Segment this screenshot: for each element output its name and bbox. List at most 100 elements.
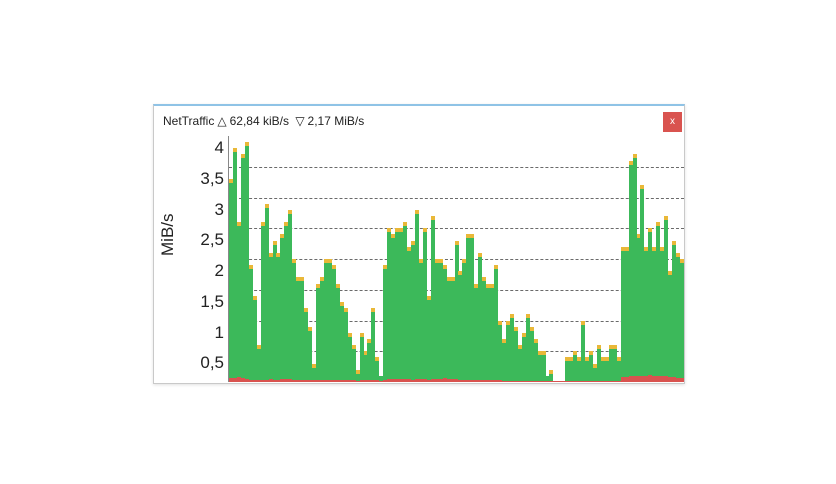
download-bar xyxy=(573,351,578,382)
upload-bar xyxy=(248,379,253,382)
download-bar xyxy=(648,228,653,382)
download-bar xyxy=(450,277,455,382)
upload-bar xyxy=(367,380,372,382)
upload-bar xyxy=(383,379,388,382)
download-triangle-icon: ▽ xyxy=(295,114,305,128)
upload-bar xyxy=(676,377,681,382)
upload-bar xyxy=(312,380,317,382)
y-tick-label: 2,5 xyxy=(200,230,224,250)
upload-bar xyxy=(490,380,495,382)
upload-bar xyxy=(648,375,653,382)
download-bar xyxy=(327,259,332,382)
y-tick-label: 0,5 xyxy=(200,353,224,373)
upload-bar xyxy=(430,378,435,382)
download-bar xyxy=(624,246,629,382)
upload-bar xyxy=(573,380,578,382)
download-bar xyxy=(268,252,273,382)
download-bar xyxy=(312,363,317,382)
download-bar xyxy=(411,240,415,382)
upload-bar xyxy=(565,380,570,382)
download-bar xyxy=(320,277,324,382)
upload-bar xyxy=(628,376,633,382)
download-bar xyxy=(525,314,530,382)
upload-bar xyxy=(347,380,352,382)
download-bar xyxy=(513,326,518,382)
download-bar xyxy=(323,259,328,382)
upload-bar xyxy=(395,378,400,382)
download-bar xyxy=(387,228,392,382)
upload-bar xyxy=(244,378,249,382)
download-bar xyxy=(367,338,372,382)
download-bar xyxy=(490,283,495,382)
download-bar xyxy=(502,338,506,382)
upload-bar xyxy=(509,380,514,382)
y-tick-label: 1,5 xyxy=(200,291,224,311)
upload-bar xyxy=(561,380,566,382)
upload-bar xyxy=(640,376,645,382)
upload-bar xyxy=(426,379,431,382)
upload-bar xyxy=(422,378,427,382)
upload-bar xyxy=(339,380,344,382)
upload-bar xyxy=(537,380,542,382)
download-bar xyxy=(438,259,443,382)
upload-bar xyxy=(335,380,340,382)
download-bar xyxy=(549,369,554,382)
upload-bar xyxy=(541,380,546,382)
download-bar xyxy=(517,345,522,382)
download-bar xyxy=(280,234,285,382)
download-bar xyxy=(537,351,542,382)
upload-bar xyxy=(672,377,677,382)
upload-bar xyxy=(604,380,609,382)
title-bar[interactable]: NetTraffic △ 62,84 kiB/s ▽ 2,17 MiB/s x xyxy=(154,106,684,134)
upload-bar xyxy=(600,380,605,382)
download-bar xyxy=(596,345,601,382)
upload-bar xyxy=(608,380,613,382)
download-bar xyxy=(430,215,435,382)
upload-bar xyxy=(371,380,376,382)
download-bar xyxy=(407,246,412,382)
upload-bar xyxy=(355,380,360,382)
upload-bar xyxy=(517,380,522,382)
upload-bar xyxy=(442,378,447,382)
upload-bar xyxy=(664,376,669,382)
download-bar xyxy=(660,246,665,382)
upload-bar xyxy=(411,379,415,382)
upload-bar xyxy=(359,380,364,382)
upload-bar xyxy=(272,379,277,382)
y-tick-label: 4 xyxy=(214,138,224,157)
download-bar xyxy=(462,259,467,382)
upload-bar xyxy=(569,380,574,382)
upload-bar xyxy=(660,376,665,382)
download-bar xyxy=(260,222,265,382)
upload-bar xyxy=(414,378,419,382)
upload-bar xyxy=(323,379,328,382)
upload-bar xyxy=(403,378,408,382)
download-bar xyxy=(284,222,289,382)
download-bar xyxy=(418,259,423,382)
upload-triangle-icon: △ xyxy=(217,114,227,128)
upload-bar xyxy=(612,380,617,382)
upload-bar xyxy=(656,375,661,382)
upload-bar xyxy=(486,380,491,382)
close-button[interactable]: x xyxy=(663,112,682,132)
upload-bar xyxy=(276,379,281,382)
download-bar xyxy=(288,209,293,382)
download-bar xyxy=(577,357,582,382)
download-bar xyxy=(359,332,364,382)
download-bar xyxy=(339,302,344,382)
download-bar xyxy=(229,179,233,382)
download-bar xyxy=(470,234,475,382)
download-bar xyxy=(308,326,313,382)
upload-bar xyxy=(478,380,483,382)
download-bar xyxy=(620,246,625,382)
upload-bar xyxy=(280,378,285,382)
download-bar xyxy=(300,277,305,382)
upload-bar xyxy=(581,380,586,382)
download-bar xyxy=(292,259,297,382)
download-bar xyxy=(541,351,546,382)
gridline xyxy=(229,166,684,168)
download-bar xyxy=(498,320,503,382)
download-bar xyxy=(272,240,277,382)
download-bar xyxy=(632,154,637,382)
download-bar xyxy=(244,142,249,382)
